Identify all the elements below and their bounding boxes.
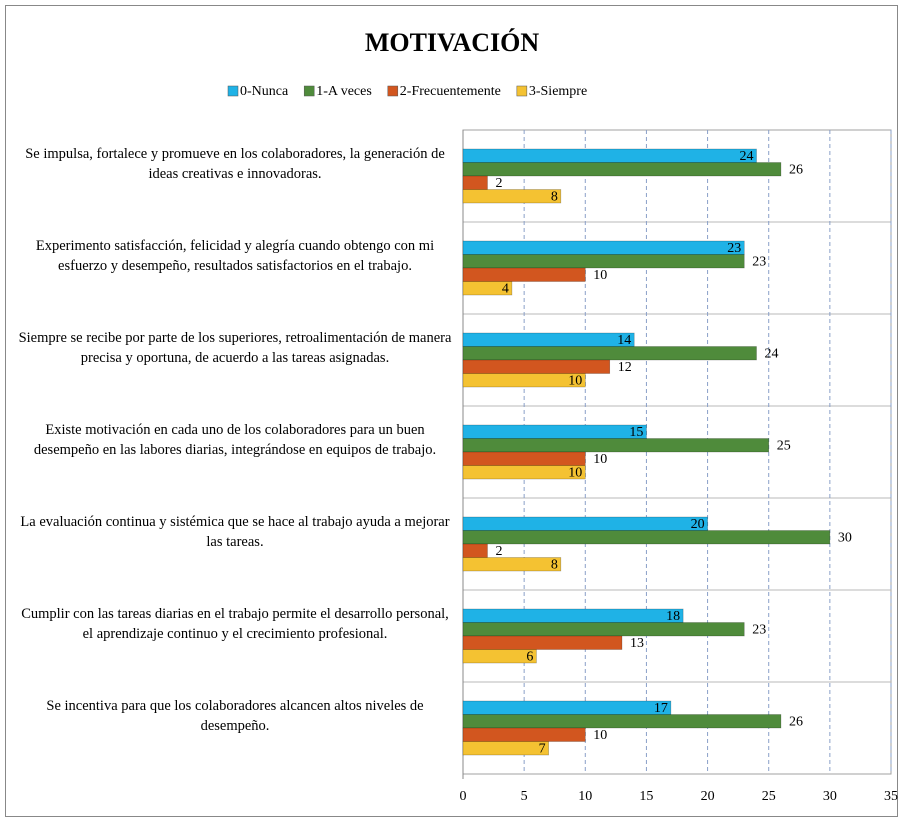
data-label: 2 xyxy=(495,176,502,191)
bar xyxy=(462,530,831,545)
bar xyxy=(462,516,708,531)
data-label: 20 xyxy=(691,517,705,532)
legend-swatch xyxy=(387,85,399,97)
legend-swatch xyxy=(303,85,315,97)
legend-label: 1-A veces xyxy=(316,84,372,99)
category-label: Se incentiva para que los colaboradores … xyxy=(46,698,424,734)
chart-frame xyxy=(5,5,898,817)
data-label: 6 xyxy=(526,649,533,664)
data-label: 2 xyxy=(495,544,502,559)
data-label: 23 xyxy=(752,254,766,269)
data-label: 15 xyxy=(629,425,643,440)
bar xyxy=(462,332,635,347)
bar xyxy=(462,741,549,756)
x-tick-label: 30 xyxy=(823,789,837,804)
data-label: 24 xyxy=(764,346,778,361)
chart-title: MOTIVACIÓN xyxy=(365,28,540,57)
x-tick-label: 15 xyxy=(639,789,653,804)
bar xyxy=(462,189,562,204)
category-label: Se impulsa, fortalece y promueve en los … xyxy=(25,146,445,182)
bar xyxy=(462,359,611,374)
data-label: 26 xyxy=(789,162,803,177)
category-label: Siempre se recibe por parte de los super… xyxy=(18,330,452,366)
bar xyxy=(462,635,623,650)
data-label: 18 xyxy=(666,609,680,624)
bar xyxy=(462,649,537,664)
category-label: Experimento satisfacción, felicidad y al… xyxy=(35,238,435,274)
bar xyxy=(462,438,770,453)
x-tick-label: 10 xyxy=(578,789,592,804)
category-label: La evaluación continua y sistémica que s… xyxy=(20,514,450,550)
bar xyxy=(462,175,488,190)
bar xyxy=(462,557,562,572)
bar xyxy=(462,373,586,388)
data-label: 23 xyxy=(727,241,741,256)
data-label: 10 xyxy=(568,373,582,388)
legend-swatch xyxy=(516,85,528,97)
legend-label: 2-Frecuentemente xyxy=(400,84,501,99)
bar xyxy=(462,700,672,715)
data-label: 25 xyxy=(777,438,791,453)
bar xyxy=(462,543,488,558)
data-label: 17 xyxy=(654,701,668,716)
x-tick-label: 25 xyxy=(762,789,776,804)
legend-swatch xyxy=(227,85,239,97)
data-label: 23 xyxy=(752,622,766,637)
bar xyxy=(462,281,513,296)
bar xyxy=(462,346,757,361)
data-label: 10 xyxy=(568,465,582,480)
data-label: 7 xyxy=(539,741,546,756)
bar xyxy=(462,162,782,177)
data-label: 10 xyxy=(593,728,607,743)
data-label: 13 xyxy=(630,636,644,651)
bar xyxy=(462,465,586,480)
x-tick-label: 20 xyxy=(701,789,715,804)
bar xyxy=(462,267,586,282)
bar xyxy=(462,148,757,163)
bar xyxy=(462,240,745,255)
legend-label: 3-Siempre xyxy=(529,84,587,99)
bar xyxy=(462,451,586,466)
x-tick-label: 35 xyxy=(884,789,898,804)
data-label: 24 xyxy=(739,149,753,164)
category-label: Cumplir con las tareas diarias en el tra… xyxy=(21,606,449,642)
legend-label: 0-Nunca xyxy=(240,84,289,99)
data-label: 4 xyxy=(502,281,509,296)
data-label: 30 xyxy=(838,530,852,545)
data-label: 8 xyxy=(551,557,558,572)
data-label: 10 xyxy=(593,268,607,283)
x-tick-label: 0 xyxy=(460,789,467,804)
bar xyxy=(462,254,745,269)
category-label: Existe motivación en cada uno de los col… xyxy=(33,422,437,458)
bar xyxy=(462,714,782,729)
bar xyxy=(462,424,647,439)
bar xyxy=(462,622,745,637)
data-label: 12 xyxy=(618,360,632,375)
data-label: 8 xyxy=(551,189,558,204)
data-label: 26 xyxy=(789,714,803,729)
data-label: 14 xyxy=(617,333,631,348)
x-tick-label: 5 xyxy=(521,789,528,804)
bar xyxy=(462,727,586,742)
bar xyxy=(462,608,684,623)
data-label: 10 xyxy=(593,452,607,467)
